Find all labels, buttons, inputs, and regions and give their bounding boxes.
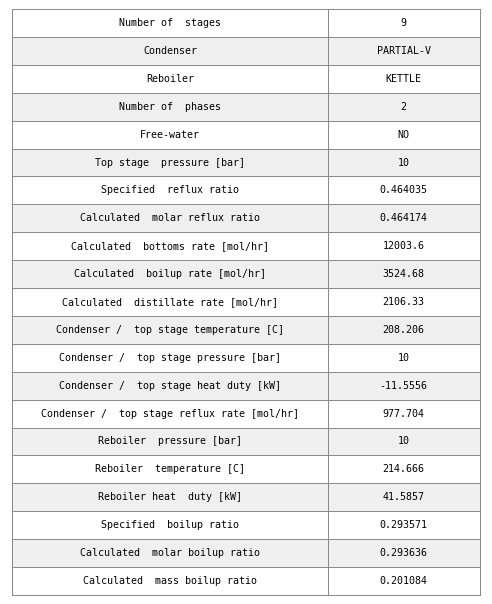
Bar (12, 121, 328, 149)
Text: 0.464174: 0.464174 (380, 213, 428, 223)
Text: Condenser /  top stage temperature [C]: Condenser / top stage temperature [C] (56, 325, 284, 335)
Bar (328, 233, 480, 260)
Bar (328, 428, 480, 455)
Bar (12, 371, 328, 400)
Bar (12, 204, 328, 233)
Bar (328, 121, 480, 149)
Bar (12, 483, 328, 511)
Bar (12, 511, 328, 539)
Text: NO: NO (398, 130, 410, 140)
Bar (12, 344, 328, 371)
Bar (12, 176, 328, 204)
Bar (328, 176, 480, 204)
Text: 10: 10 (398, 437, 410, 446)
Bar (328, 539, 480, 567)
Text: Reboiler  pressure [bar]: Reboiler pressure [bar] (98, 437, 242, 446)
Text: Calculated  molar reflux ratio: Calculated molar reflux ratio (80, 213, 260, 223)
Bar (12, 455, 328, 483)
Text: 12003.6: 12003.6 (383, 241, 425, 251)
Bar (328, 65, 480, 93)
Text: Reboiler: Reboiler (146, 74, 194, 84)
Text: 977.704: 977.704 (383, 408, 425, 419)
Text: 10: 10 (398, 353, 410, 363)
Text: 3524.68: 3524.68 (383, 269, 425, 279)
Text: Condenser: Condenser (143, 46, 197, 56)
Bar (328, 93, 480, 121)
Bar (328, 344, 480, 371)
Bar (12, 149, 328, 176)
Text: Reboiler heat  duty [kW]: Reboiler heat duty [kW] (98, 492, 242, 503)
Bar (12, 260, 328, 288)
Text: Reboiler  temperature [C]: Reboiler temperature [C] (95, 464, 245, 474)
Text: Condenser /  top stage pressure [bar]: Condenser / top stage pressure [bar] (59, 353, 281, 363)
Bar (328, 483, 480, 511)
Text: Top stage  pressure [bar]: Top stage pressure [bar] (95, 158, 245, 167)
Bar (328, 400, 480, 428)
Text: 0.293636: 0.293636 (380, 548, 428, 558)
Bar (12, 233, 328, 260)
Text: Number of  stages: Number of stages (119, 18, 221, 28)
Text: 2106.33: 2106.33 (383, 297, 425, 307)
Bar (328, 37, 480, 65)
Bar (12, 288, 328, 316)
Text: Condenser /  top stage reflux rate [mol/hr]: Condenser / top stage reflux rate [mol/h… (41, 408, 299, 419)
Text: 2: 2 (401, 101, 407, 112)
Text: Calculated  mass boilup ratio: Calculated mass boilup ratio (83, 576, 257, 586)
Text: 0.464035: 0.464035 (380, 185, 428, 196)
Text: Specified  boilup ratio: Specified boilup ratio (101, 520, 239, 530)
Bar (12, 93, 328, 121)
Bar (12, 37, 328, 65)
Text: Calculated  distillate rate [mol/hr]: Calculated distillate rate [mol/hr] (62, 297, 278, 307)
Bar (12, 428, 328, 455)
Bar (328, 288, 480, 316)
Text: Condenser /  top stage heat duty [kW]: Condenser / top stage heat duty [kW] (59, 381, 281, 391)
Bar (328, 260, 480, 288)
Text: 214.666: 214.666 (383, 464, 425, 474)
Text: Number of  phases: Number of phases (119, 101, 221, 112)
Text: 0.201084: 0.201084 (380, 576, 428, 586)
Bar (12, 316, 328, 344)
Text: Calculated  molar boilup ratio: Calculated molar boilup ratio (80, 548, 260, 558)
Text: Specified  reflux ratio: Specified reflux ratio (101, 185, 239, 196)
Bar (328, 204, 480, 233)
Bar (328, 9, 480, 37)
Text: Calculated  bottoms rate [mol/hr]: Calculated bottoms rate [mol/hr] (71, 241, 269, 251)
Bar (328, 149, 480, 176)
Text: 208.206: 208.206 (383, 325, 425, 335)
Text: -11.5556: -11.5556 (380, 381, 428, 391)
Bar (328, 567, 480, 595)
Text: 0.293571: 0.293571 (380, 520, 428, 530)
Text: 41.5857: 41.5857 (383, 492, 425, 503)
Text: 9: 9 (401, 18, 407, 28)
Bar (328, 371, 480, 400)
Text: 10: 10 (398, 158, 410, 167)
Bar (12, 539, 328, 567)
Text: Calculated  boilup rate [mol/hr]: Calculated boilup rate [mol/hr] (74, 269, 266, 279)
Bar (12, 400, 328, 428)
Bar (12, 9, 328, 37)
Bar (12, 567, 328, 595)
Text: KETTLE: KETTLE (386, 74, 422, 84)
Bar (328, 511, 480, 539)
Text: Free-water: Free-water (140, 130, 200, 140)
Bar (12, 65, 328, 93)
Bar (328, 316, 480, 344)
Text: PARTIAL-V: PARTIAL-V (377, 46, 431, 56)
Bar (328, 455, 480, 483)
